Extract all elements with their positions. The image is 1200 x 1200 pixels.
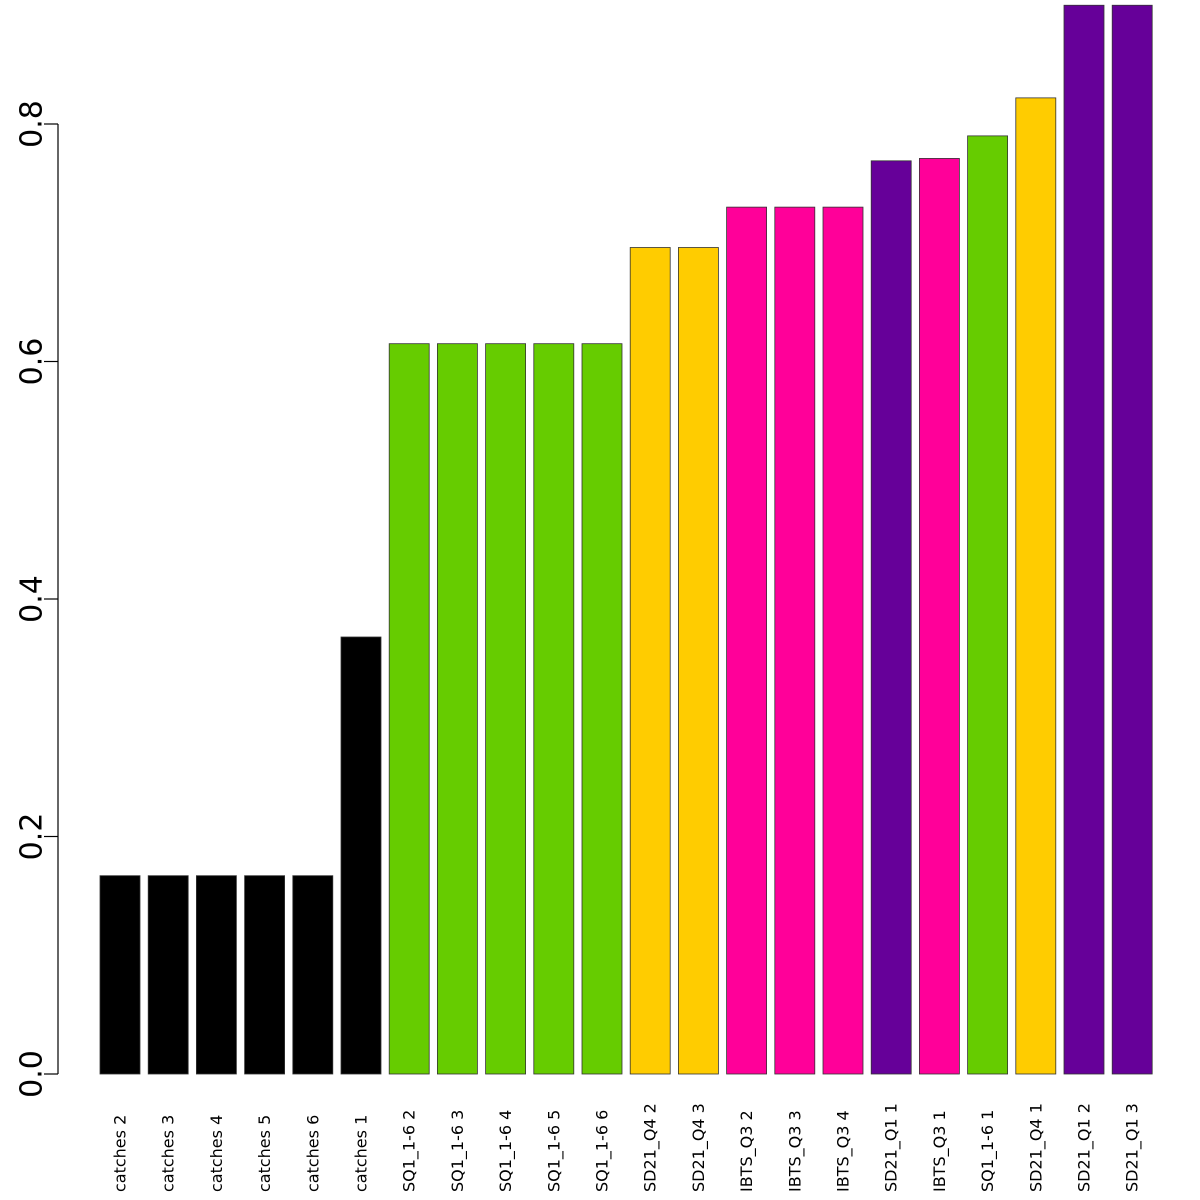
x-tick-label: catches 2 <box>111 1115 130 1192</box>
x-tick-label: IBTS_Q3 4 <box>834 1110 854 1192</box>
bar <box>292 875 334 1075</box>
y-tick-label: 0.6 <box>15 338 50 386</box>
bar <box>436 343 478 1075</box>
x-tick-label: IBTS_Q3 2 <box>737 1110 757 1192</box>
y-tick-label: 0.2 <box>15 813 50 861</box>
bar <box>581 343 623 1075</box>
x-tick-label: SD21_Q4 2 <box>641 1103 661 1192</box>
x-tick-label: catches 6 <box>303 1115 322 1192</box>
bar <box>678 247 719 1075</box>
bar <box>774 206 816 1075</box>
bar <box>244 875 286 1075</box>
bar <box>1111 4 1153 1075</box>
bar <box>870 160 912 1075</box>
bar <box>967 135 1008 1075</box>
bar <box>388 343 430 1075</box>
y-tick-label: 0.8 <box>15 100 50 148</box>
bar <box>99 875 141 1075</box>
x-tick-label: catches 1 <box>352 1115 371 1192</box>
bar <box>147 875 189 1075</box>
y-tick-label: 0.4 <box>15 575 50 623</box>
bar <box>822 206 864 1075</box>
bar <box>340 636 382 1075</box>
x-tick-label: catches 5 <box>255 1115 274 1192</box>
x-tick-label: IBTS_Q3 1 <box>930 1110 950 1192</box>
x-tick-label: SD21_Q1 2 <box>1075 1103 1095 1192</box>
x-tick-label: SD21_Q1 1 <box>882 1103 902 1192</box>
x-tick-label: catches 3 <box>159 1115 178 1192</box>
bar <box>1063 4 1105 1075</box>
y-axis: 0.0 0.2 0.4 0.6 0.8 <box>15 100 59 1098</box>
x-tick-label: SD21_Q4 3 <box>689 1103 709 1192</box>
bar <box>195 875 237 1075</box>
x-axis-labels: catches 2 catches 3 catches 4 catches 5 catc… <box>111 1103 1143 1192</box>
bars <box>99 4 1153 1075</box>
x-tick-label: SD21_Q1 3 <box>1123 1103 1143 1192</box>
x-tick-label: SQ1_1-6 6 <box>593 1110 613 1192</box>
bar <box>485 343 527 1075</box>
x-tick-label: IBTS_Q3 3 <box>785 1110 805 1192</box>
bar <box>533 343 575 1075</box>
x-tick-label: SQ1_1-6 5 <box>544 1110 564 1192</box>
x-tick-label: SQ1_1-6 1 <box>978 1110 998 1192</box>
bar <box>1015 97 1057 1075</box>
y-tick-label: 0.0 <box>15 1050 50 1098</box>
x-tick-label: SD21_Q4 1 <box>1026 1103 1046 1192</box>
bar <box>919 158 960 1075</box>
bar <box>726 206 767 1075</box>
x-tick-label: SQ1_1-6 3 <box>448 1110 468 1192</box>
x-tick-label: SQ1_1-6 4 <box>496 1110 516 1192</box>
x-tick-label: SQ1_1-6 2 <box>400 1110 420 1192</box>
x-tick-label: catches 4 <box>207 1115 226 1192</box>
bar <box>629 247 671 1075</box>
